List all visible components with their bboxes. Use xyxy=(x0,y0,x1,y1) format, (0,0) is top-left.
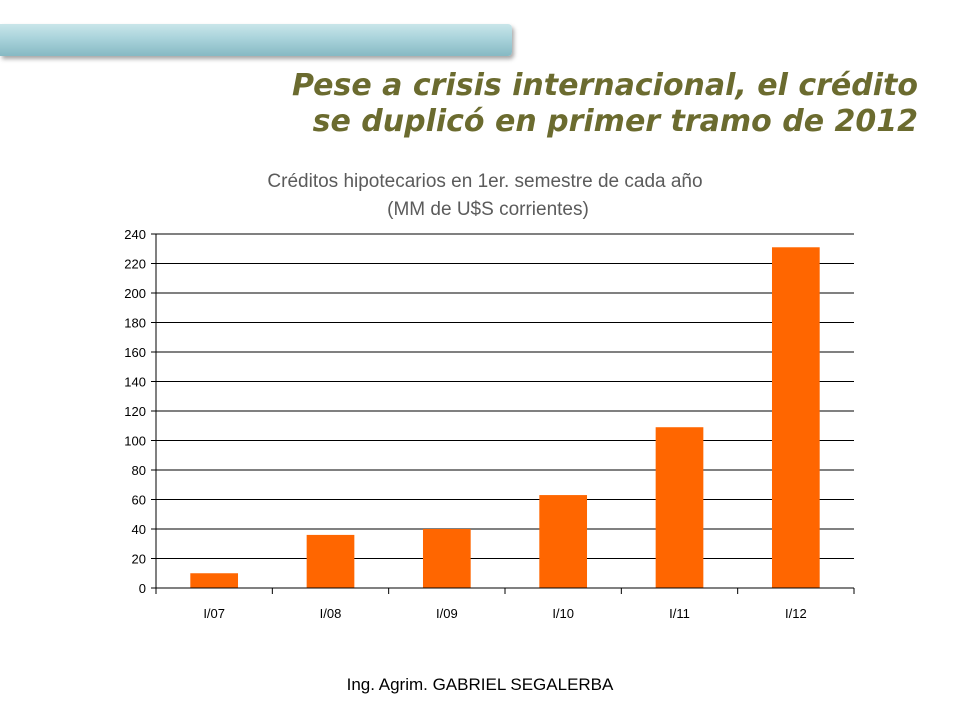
y-tick-label: 40 xyxy=(132,522,146,537)
y-tick-label: 220 xyxy=(124,257,146,272)
x-tick-label: I/11 xyxy=(669,606,690,621)
x-tick-label: I/12 xyxy=(785,606,807,621)
y-tick-label: 140 xyxy=(124,375,146,390)
y-tick-label: 160 xyxy=(124,345,146,360)
chart-title: Créditos hipotecarios en 1er. semestre d… xyxy=(267,171,702,192)
chart-subtitle: (MM de U$S corrientes) xyxy=(387,199,589,220)
axis-layer: 0 20 40 60 80 100 120 140 160 180 200 220 240 I/07 I/0… xyxy=(124,227,855,621)
x-tick-label: I/10 xyxy=(552,606,574,621)
y-tick-label: 20 xyxy=(132,552,146,567)
slide-title-line-2: se duplicó en primer tramo de 2012 xyxy=(312,104,918,139)
y-tick-label: 60 xyxy=(132,493,146,508)
x-tick-label: I/07 xyxy=(203,606,225,621)
bar-layer xyxy=(190,247,820,588)
y-tick-label: 240 xyxy=(124,227,146,242)
bar xyxy=(771,247,820,588)
bar xyxy=(422,529,471,588)
y-tick-label: 180 xyxy=(124,316,146,331)
slide-title: Pese a crisis internacional, el crédito … xyxy=(218,68,918,140)
bar xyxy=(306,534,355,588)
x-tick-label: I/08 xyxy=(320,606,342,621)
y-tick-label: 0 xyxy=(139,581,146,596)
slide-title-line-1: Pese a crisis internacional, el crédito xyxy=(291,68,918,103)
y-tick-label: 120 xyxy=(124,404,146,419)
footer-author: Ing. Agrim. GABRIEL SEGALERBA xyxy=(346,675,614,694)
bar xyxy=(190,573,239,588)
bar xyxy=(539,495,588,588)
y-tick-label: 80 xyxy=(132,463,146,478)
accent-bar xyxy=(0,24,512,56)
y-tick-label: 100 xyxy=(124,434,146,449)
x-tick-label: I/09 xyxy=(436,606,458,621)
grid-layer xyxy=(156,233,854,559)
y-tick-label: 200 xyxy=(124,286,146,301)
bar xyxy=(655,427,704,588)
